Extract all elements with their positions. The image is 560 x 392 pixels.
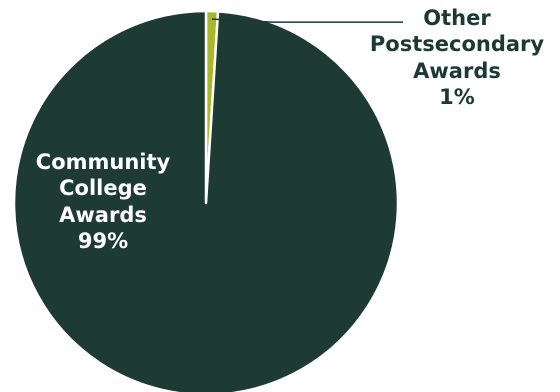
leader-line (211, 18, 403, 23)
slice-label-line: Awards (59, 202, 147, 227)
slice-label-percent: 1% (439, 84, 475, 109)
slice-label-line: Community (35, 150, 171, 174)
slice-label-line: Postsecondary (369, 32, 545, 57)
slice-label-line: Awards (413, 58, 501, 83)
slice-label-community-college: Community College Awards 99% (18, 149, 188, 254)
slice-label-line: College (59, 176, 147, 201)
slice-label-other-postsecondary: Other Postsecondary Awards 1% (352, 5, 560, 110)
slice-label-line: Other (423, 6, 491, 30)
slice-label-percent: 99% (77, 228, 129, 253)
pie-slice-community-college-awards (12, 9, 400, 392)
